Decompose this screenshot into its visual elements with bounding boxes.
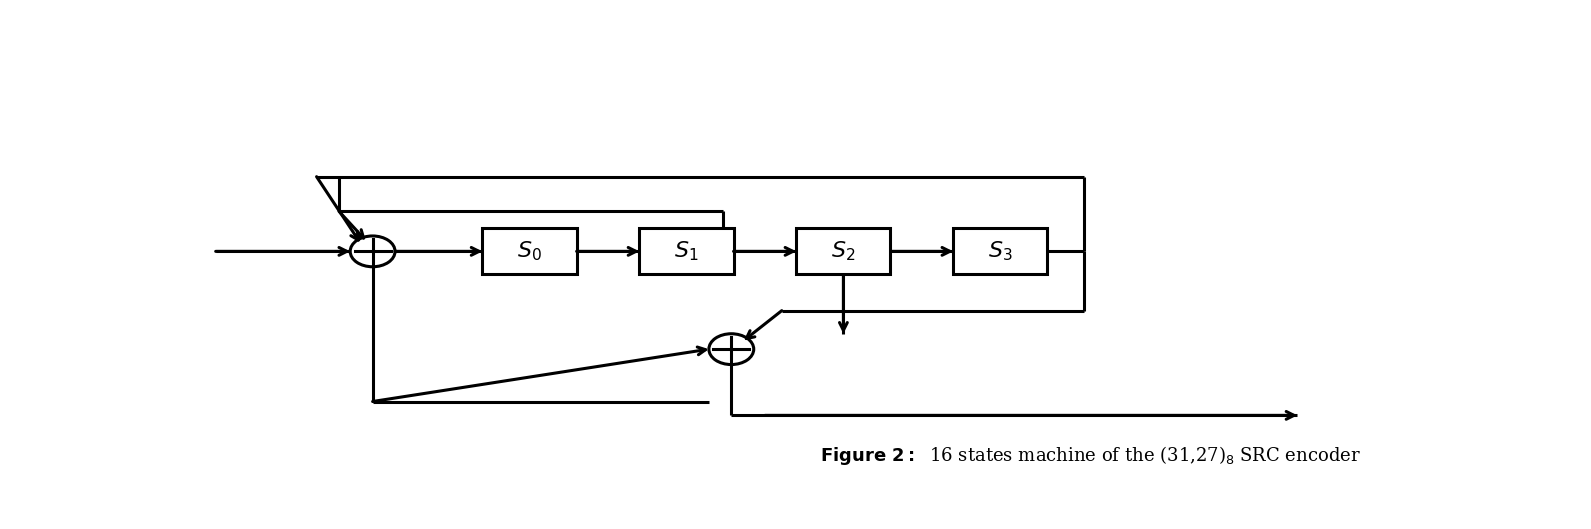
Bar (640, 228, 733, 275)
Text: $S_3$: $S_3$ (988, 240, 1012, 263)
Text: $S_2$: $S_2$ (831, 240, 856, 263)
Text: $S_1$: $S_1$ (675, 240, 698, 263)
Bar (797, 228, 891, 275)
Text: $\mathbf{Figure\ 2:}$  16 states machine of the (31,27)$_8$ SRC encoder: $\mathbf{Figure\ 2:}$ 16 states machine … (819, 444, 1360, 467)
Bar (953, 228, 1047, 275)
Text: $S_0$: $S_0$ (517, 240, 543, 263)
Bar (482, 228, 576, 275)
